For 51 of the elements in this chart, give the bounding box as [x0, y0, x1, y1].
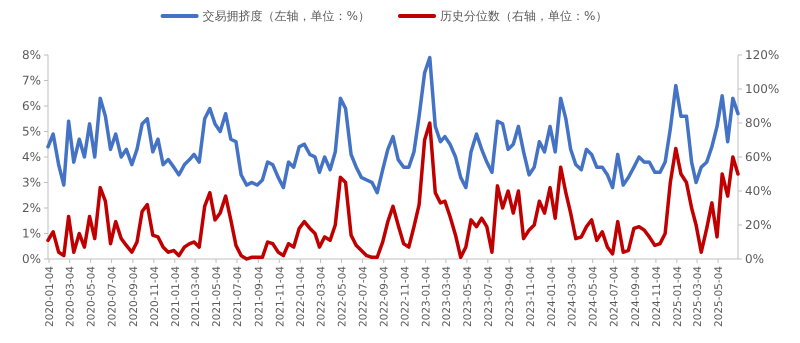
y2-tick-label: 20% [745, 218, 772, 232]
x-tick-label: 2024-11-04 [650, 266, 663, 328]
y2-tick-label: 120% [745, 48, 780, 62]
y-tick-label: 8% [22, 48, 41, 62]
x-tick-label: 2020-09-04 [128, 266, 140, 328]
x-tick-label: 2022-03-04 [315, 266, 328, 328]
x-tick-label: 2021-05-04 [211, 266, 224, 328]
x-tick-label: 2021-09-04 [253, 266, 266, 328]
x-tick-label: 2020-01-04 [44, 266, 56, 328]
x-tick-label: 2022-07-04 [357, 266, 370, 328]
y-tick-label: 7% [22, 74, 41, 88]
x-tick-label: 2021-03-04 [190, 266, 202, 328]
y-tick-label: 1% [22, 226, 41, 240]
x-tick-label: 2024-01-04 [546, 266, 558, 328]
x-tick-label: 2025-03-04 [692, 266, 704, 328]
y2-tick-label: 0% [745, 252, 764, 266]
x-tick-label: 2022-11-04 [400, 266, 412, 328]
y-tick-label: 3% [22, 176, 41, 190]
x-tick-label: 2023-05-04 [462, 266, 474, 328]
legend-label: 历史分位数（右轴，单位：%） [440, 9, 608, 23]
y-tick-label: 0% [22, 252, 41, 266]
x-tick-label: 2023-09-04 [504, 266, 516, 328]
x-tick-label: 2024-07-04 [608, 266, 621, 328]
y-tick-label: 2% [22, 201, 41, 215]
x-tick-label: 2020-07-04 [106, 266, 119, 328]
x-tick-label: 2023-07-04 [482, 266, 495, 328]
y2-tick-label: 100% [745, 82, 780, 96]
x-tick-label: 2022-01-04 [295, 266, 308, 328]
y2-tick-label: 60% [745, 150, 772, 164]
x-tick-label: 2025-05-04 [713, 266, 726, 328]
x-tick-label: 2024-03-04 [566, 266, 579, 328]
x-tick-label: 2022-09-04 [378, 266, 391, 328]
x-tick-label: 2020-05-04 [86, 266, 98, 328]
y2-tick-label: 80% [745, 116, 772, 130]
y-tick-label: 5% [22, 124, 41, 138]
y2-tick-label: 40% [745, 184, 772, 198]
x-tick-label: 2023-11-04 [525, 266, 538, 328]
legend-label: 交易拥挤度（左轴，单位：%） [202, 9, 370, 23]
x-tick-label: 2021-01-04 [170, 266, 182, 328]
x-tick-label: 2021-07-04 [232, 266, 244, 328]
x-tick-label: 2024-09-04 [630, 266, 642, 328]
x-tick-label: 2022-05-04 [336, 266, 348, 328]
x-tick-label: 2020-03-04 [64, 266, 77, 328]
y-tick-label: 6% [22, 99, 41, 113]
x-tick-label: 2024-05-04 [588, 266, 600, 328]
x-tick-label: 2025-01-04 [672, 266, 684, 328]
x-tick-label: 2020-11-04 [148, 266, 161, 328]
x-tick-label: 2021-11-04 [274, 266, 286, 328]
x-tick-label: 2023-01-04 [420, 266, 433, 328]
x-tick-label: 2023-03-04 [440, 266, 453, 328]
y-tick-label: 4% [22, 150, 41, 164]
